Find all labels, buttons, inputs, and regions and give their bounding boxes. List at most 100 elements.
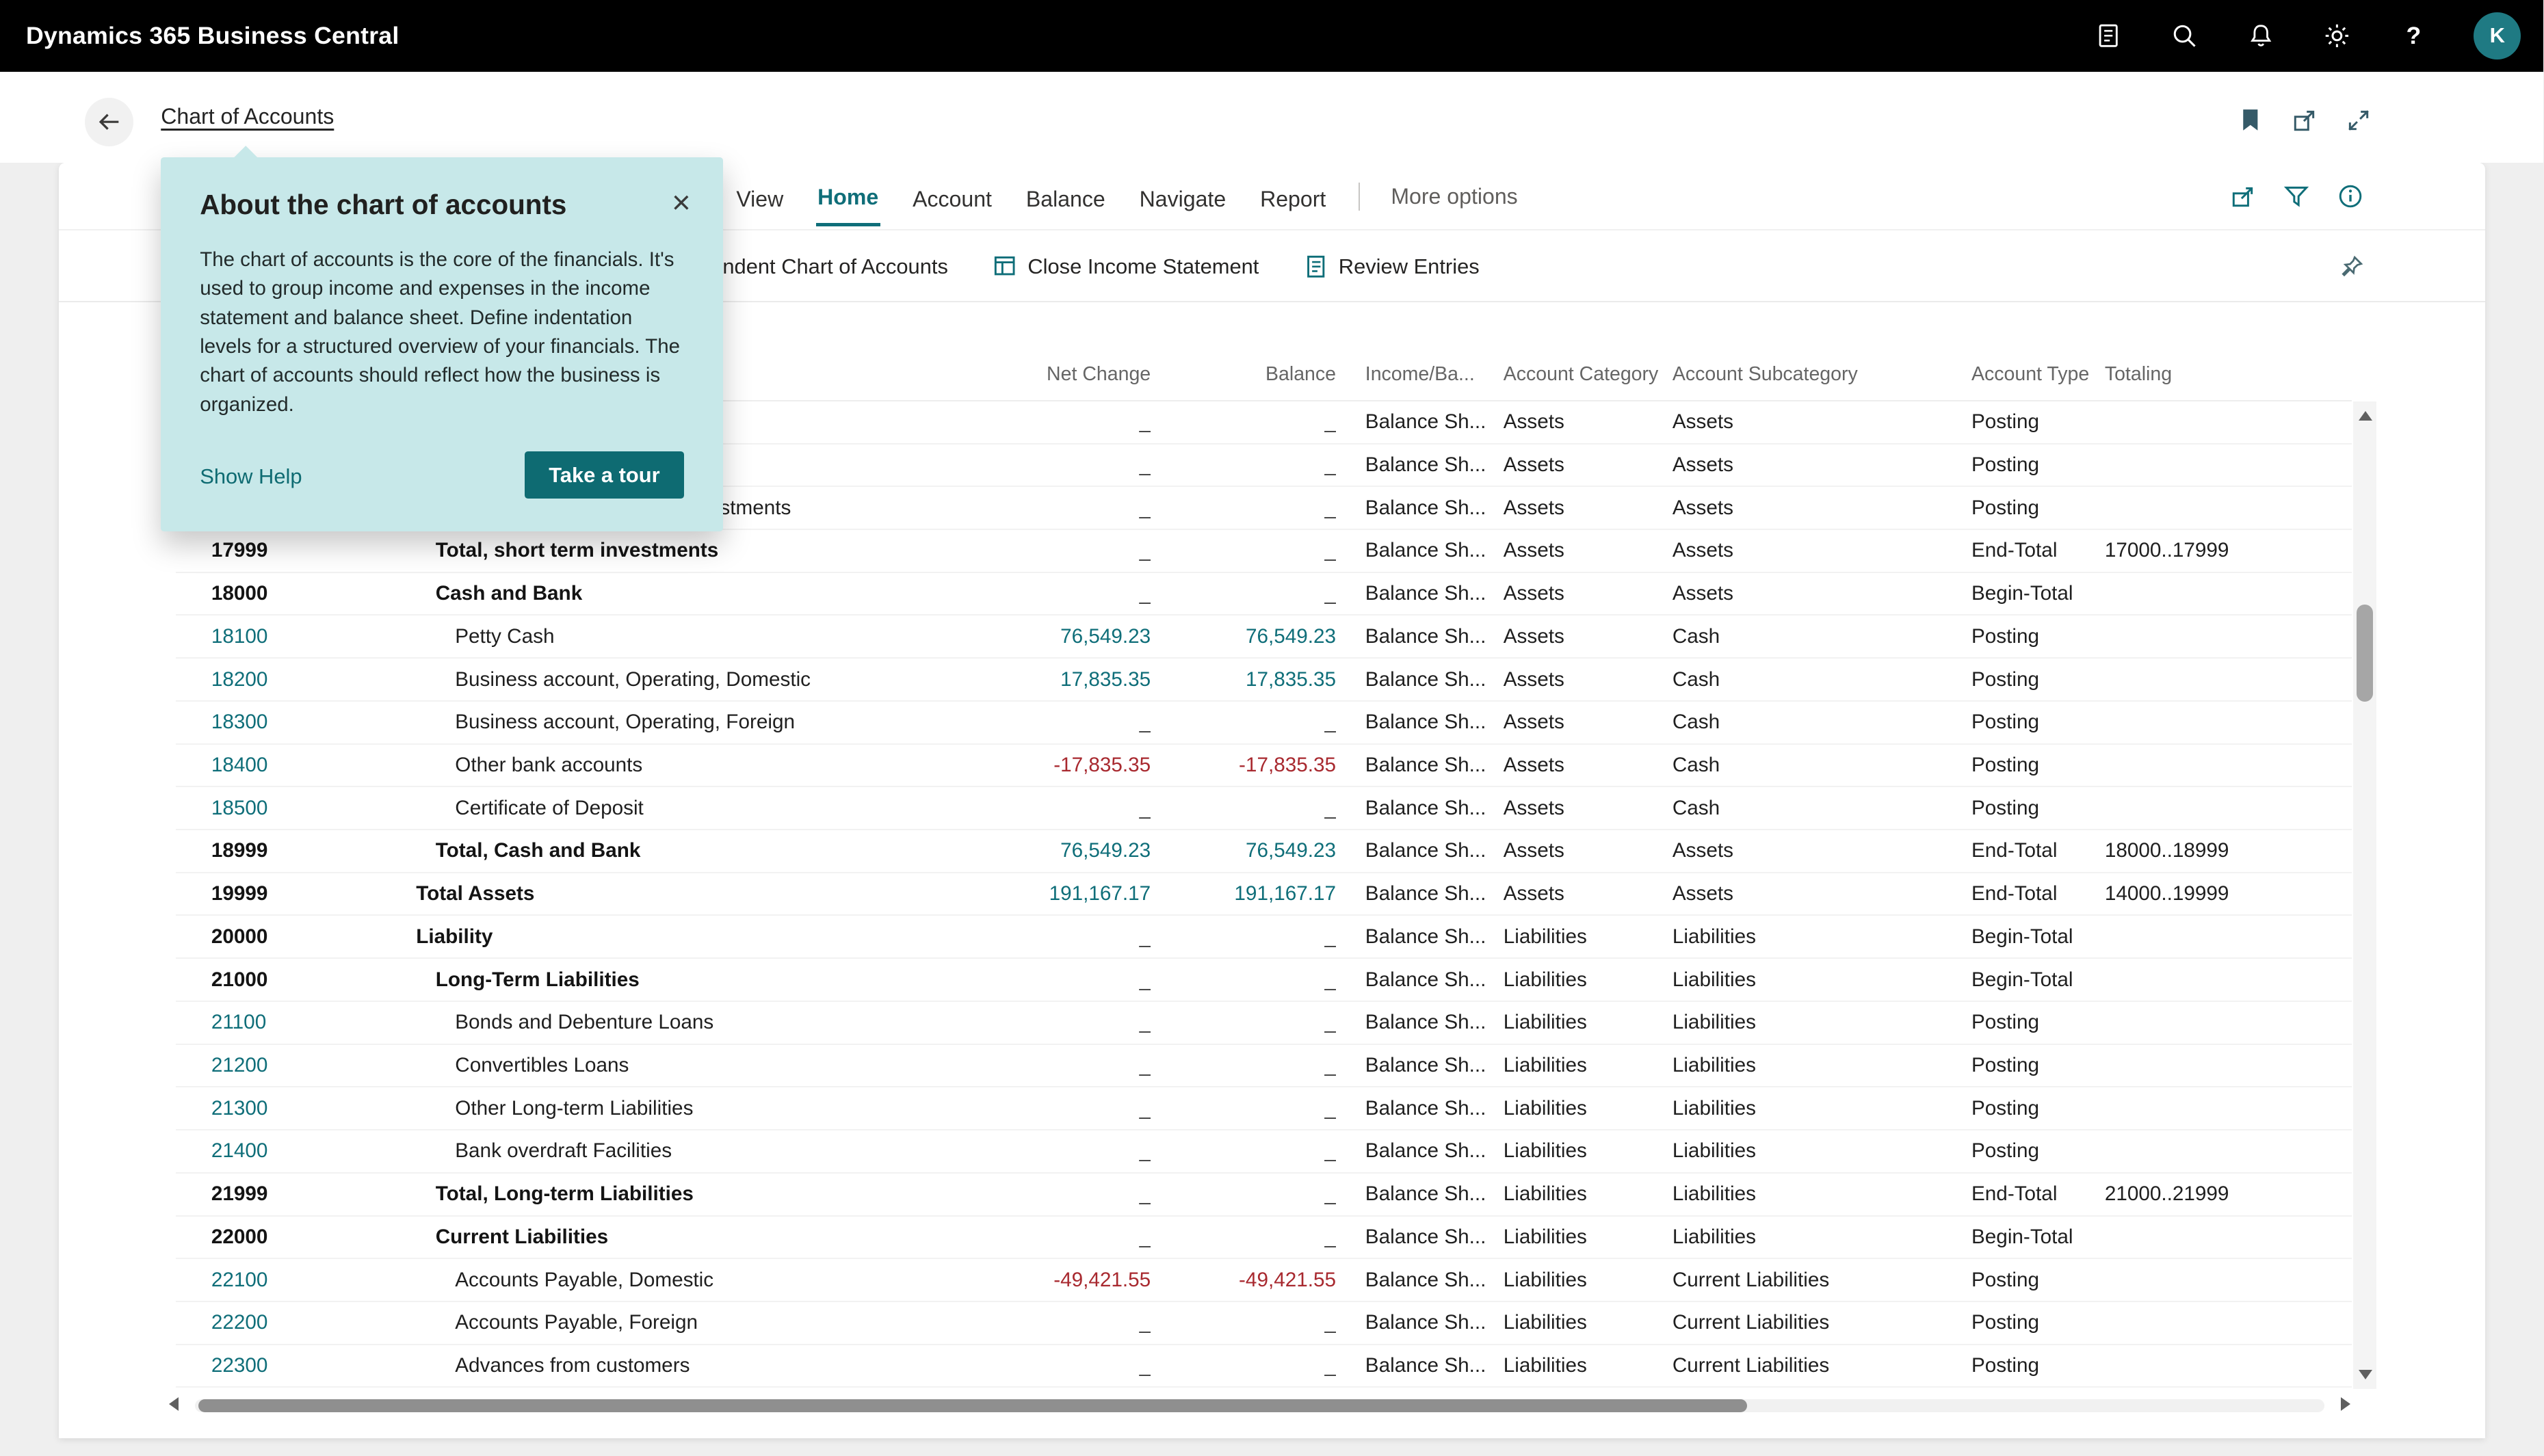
tab-navigate[interactable]: Navigate bbox=[1138, 168, 1227, 224]
cell-no[interactable]: 18500 bbox=[176, 797, 397, 820]
tab-view[interactable]: View bbox=[735, 168, 785, 224]
info-icon[interactable] bbox=[2337, 183, 2363, 209]
settings-icon[interactable] bbox=[2321, 20, 2354, 53]
cell-net[interactable]: _ bbox=[878, 582, 1151, 605]
cell-net[interactable]: -17,835.35 bbox=[878, 754, 1151, 777]
tab-account[interactable]: Account bbox=[911, 168, 994, 224]
app-title[interactable]: Dynamics 365 Business Central bbox=[26, 22, 399, 50]
table-row[interactable]: 22000Current Liabilities__Balance Sh...L… bbox=[176, 1217, 2352, 1260]
cell-net[interactable]: _ bbox=[878, 1054, 1151, 1077]
popout-icon[interactable] bbox=[2292, 107, 2318, 133]
column-header-income-ba[interactable]: Income/Ba... bbox=[1336, 362, 1495, 400]
table-row[interactable]: 21100Bonds and Debenture Loans__Balance … bbox=[176, 1002, 2352, 1045]
cell-net[interactable]: _ bbox=[878, 1097, 1151, 1120]
cell-bal[interactable]: _ bbox=[1151, 1011, 1336, 1034]
breadcrumb[interactable]: Chart of Accounts bbox=[161, 104, 334, 129]
scroll-right-icon[interactable] bbox=[2341, 1397, 2350, 1411]
column-header-totaling[interactable]: Totaling bbox=[2093, 362, 2352, 400]
table-row[interactable]: 21200Convertibles Loans__Balance Sh...Li… bbox=[176, 1045, 2352, 1088]
cell-no[interactable]: 21100 bbox=[176, 1011, 397, 1034]
cell-no[interactable]: 18200 bbox=[176, 668, 397, 691]
cell-net[interactable]: _ bbox=[878, 797, 1151, 820]
help-icon[interactable]: ? bbox=[2398, 20, 2430, 53]
cell-net[interactable]: _ bbox=[878, 968, 1151, 992]
table-row[interactable]: 20000Liability__Balance Sh...Liabilities… bbox=[176, 916, 2352, 959]
table-row[interactable]: 21999Total, Long-term Liabilities__Balan… bbox=[176, 1174, 2352, 1217]
cell-bal[interactable]: _ bbox=[1151, 539, 1336, 562]
cell-no[interactable]: 21200 bbox=[176, 1054, 397, 1077]
cell-no[interactable]: 21000 bbox=[176, 968, 397, 992]
cell-no[interactable]: 22000 bbox=[176, 1226, 397, 1249]
cell-bal[interactable]: 76,549.23 bbox=[1151, 839, 1336, 862]
cell-bal[interactable]: _ bbox=[1151, 1139, 1336, 1163]
table-row[interactable]: 18500Certificate of Deposit__Balance Sh.… bbox=[176, 787, 2352, 830]
action-close-income-statement[interactable]: Close Income Statement bbox=[993, 254, 1259, 279]
scroll-up-icon[interactable] bbox=[2359, 411, 2372, 421]
cell-bal[interactable]: _ bbox=[1151, 1226, 1336, 1249]
share-icon[interactable] bbox=[2230, 183, 2256, 209]
cell-bal[interactable]: _ bbox=[1151, 711, 1336, 734]
column-header-net-change[interactable]: Net Change bbox=[878, 362, 1151, 400]
cell-net[interactable]: _ bbox=[878, 925, 1151, 949]
cell-no[interactable]: 22200 bbox=[176, 1311, 397, 1334]
close-icon[interactable]: × bbox=[666, 181, 698, 226]
cell-no[interactable]: 21300 bbox=[176, 1097, 397, 1120]
cell-net[interactable]: _ bbox=[878, 453, 1151, 477]
cell-net[interactable]: _ bbox=[878, 410, 1151, 434]
cell-net[interactable]: 76,549.23 bbox=[878, 839, 1151, 862]
cell-net[interactable]: _ bbox=[878, 497, 1151, 520]
cell-bal[interactable]: _ bbox=[1151, 1354, 1336, 1377]
cell-bal[interactable]: _ bbox=[1151, 968, 1336, 992]
column-header-account-subcategory[interactable]: Account Subcategory bbox=[1664, 362, 1963, 400]
cell-bal[interactable]: 76,549.23 bbox=[1151, 625, 1336, 648]
cell-no[interactable]: 18100 bbox=[176, 625, 397, 648]
cell-net[interactable]: _ bbox=[878, 1354, 1151, 1377]
table-row[interactable]: 22200Accounts Payable, Foreign__Balance … bbox=[176, 1302, 2352, 1345]
notifications-icon[interactable] bbox=[2244, 20, 2277, 53]
cell-net[interactable]: _ bbox=[878, 1226, 1151, 1249]
back-button[interactable] bbox=[85, 98, 133, 146]
take-a-tour-button[interactable]: Take a tour bbox=[525, 451, 685, 499]
avatar[interactable]: K bbox=[2474, 12, 2521, 59]
cell-bal[interactable]: _ bbox=[1151, 1054, 1336, 1077]
tab-balance[interactable]: Balance bbox=[1024, 168, 1107, 224]
cell-net[interactable]: -49,421.55 bbox=[878, 1269, 1151, 1292]
table-row[interactable]: 21000Long-Term Liabilities__Balance Sh..… bbox=[176, 959, 2352, 1002]
cell-bal[interactable]: _ bbox=[1151, 925, 1336, 949]
more-options[interactable]: More options bbox=[1391, 184, 1517, 209]
cell-no[interactable]: 18000 bbox=[176, 582, 397, 605]
cell-no[interactable]: 22300 bbox=[176, 1354, 397, 1377]
cell-no[interactable]: 18400 bbox=[176, 754, 397, 777]
table-row[interactable]: 18999Total, Cash and Bank76,549.2376,549… bbox=[176, 830, 2352, 873]
cell-bal[interactable]: 191,167.17 bbox=[1151, 882, 1336, 905]
cell-net[interactable]: 191,167.17 bbox=[878, 882, 1151, 905]
table-row[interactable]: 21300Other Long-term Liabilities__Balanc… bbox=[176, 1087, 2352, 1130]
table-row[interactable]: 18400Other bank accounts-17,835.35-17,83… bbox=[176, 745, 2352, 788]
table-row[interactable]: 22300Advances from customers__Balance Sh… bbox=[176, 1345, 2352, 1388]
bookmark-icon[interactable] bbox=[2238, 107, 2264, 133]
cell-no[interactable]: 17999 bbox=[176, 539, 397, 562]
document-icon[interactable] bbox=[2092, 20, 2125, 53]
filter-icon[interactable] bbox=[2283, 183, 2309, 209]
cell-net[interactable]: _ bbox=[878, 1011, 1151, 1034]
cell-bal[interactable]: _ bbox=[1151, 1311, 1336, 1334]
table-row[interactable]: 17999Total, short term investments__Bala… bbox=[176, 530, 2352, 573]
vertical-scroll-thumb[interactable] bbox=[2357, 605, 2373, 702]
table-row[interactable]: 21400Bank overdraft Facilities__Balance … bbox=[176, 1130, 2352, 1174]
cell-no[interactable]: 21400 bbox=[176, 1139, 397, 1163]
cell-no[interactable]: 21999 bbox=[176, 1182, 397, 1206]
cell-net[interactable]: _ bbox=[878, 711, 1151, 734]
cell-net[interactable]: 17,835.35 bbox=[878, 668, 1151, 691]
table-row[interactable]: 18200Business account, Operating, Domest… bbox=[176, 659, 2352, 702]
cell-bal[interactable]: _ bbox=[1151, 453, 1336, 477]
action-indent-chart-of-accounts[interactable]: Indent Chart of Accounts bbox=[717, 254, 948, 279]
cell-no[interactable]: 18999 bbox=[176, 839, 397, 862]
cell-bal[interactable]: -49,421.55 bbox=[1151, 1269, 1336, 1292]
cell-bal[interactable]: 17,835.35 bbox=[1151, 668, 1336, 691]
column-header-account-type[interactable]: Account Type bbox=[1963, 362, 2093, 400]
cell-net[interactable]: _ bbox=[878, 1182, 1151, 1206]
cell-bal[interactable]: _ bbox=[1151, 797, 1336, 820]
cell-bal[interactable]: _ bbox=[1151, 497, 1336, 520]
cell-no[interactable]: 22100 bbox=[176, 1269, 397, 1292]
cell-net[interactable]: 76,549.23 bbox=[878, 625, 1151, 648]
